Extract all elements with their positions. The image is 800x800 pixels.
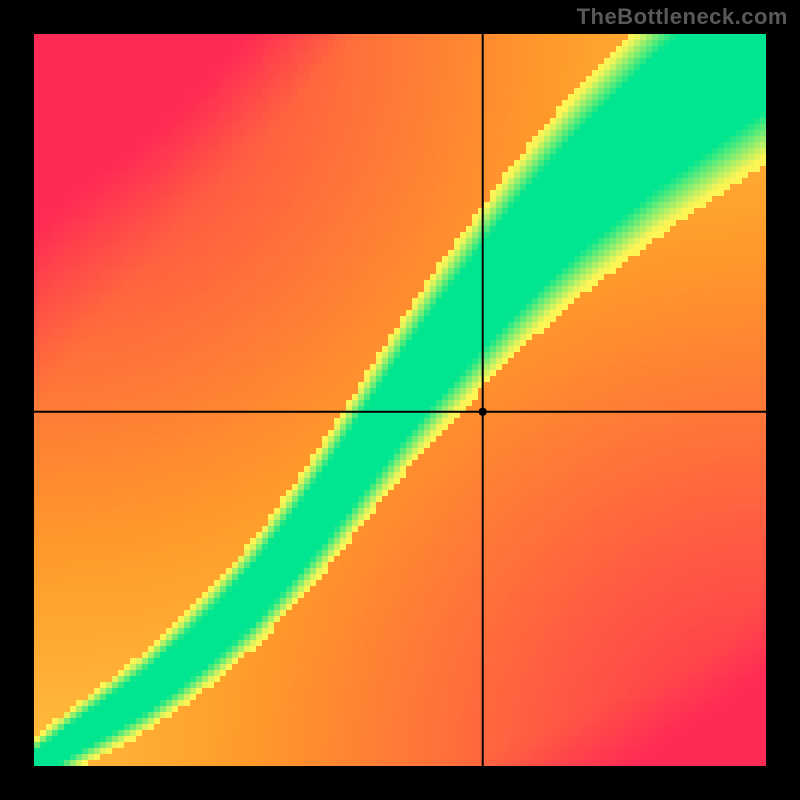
chart-container: TheBottleneck.com [0,0,800,800]
watermark-label: TheBottleneck.com [577,4,788,30]
bottleneck-heatmap [0,0,800,800]
